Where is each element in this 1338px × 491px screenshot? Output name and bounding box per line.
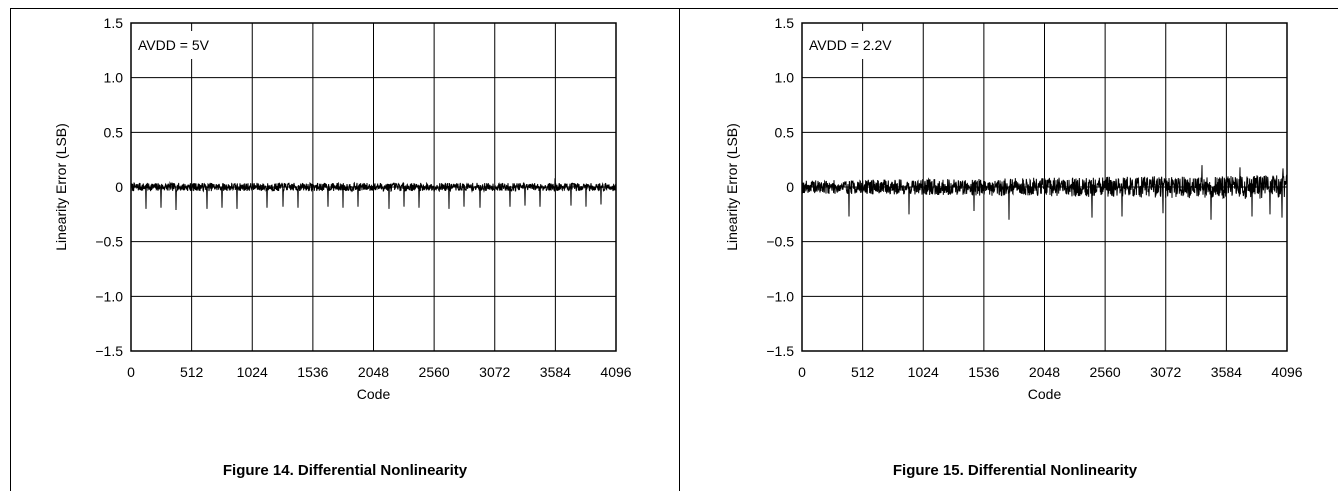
y-tick-label: 1.5	[775, 15, 795, 31]
x-tick-label: 1024	[237, 364, 268, 380]
dnl-series-line	[801, 165, 1288, 220]
figure-caption: Figure 14. Differential Nonlinearity	[223, 462, 468, 479]
annotation-background	[135, 31, 213, 59]
plot-area-border	[130, 22, 617, 352]
chart-figure-15: AVDD = 2.2V 0 512 1024 1536 2048 2560 3072 3584 4…	[724, 15, 1303, 479]
x-tick-label: 3072	[1150, 364, 1181, 380]
x-tick-label: 1536	[968, 364, 999, 380]
x-tick-label: 2560	[1090, 364, 1121, 380]
y-tick-label: −1.5	[95, 343, 123, 359]
y-tick-label: −0.5	[766, 234, 794, 250]
chart-figure-14: AVDD = 5V 0 512 1024 1536 2048 2560 3072 3584 409…	[53, 15, 632, 479]
y-tick-label: 1.0	[104, 70, 124, 86]
figure-caption: Figure 15. Differential Nonlinearity	[893, 462, 1138, 479]
x-axis-label: Code	[357, 386, 391, 402]
y-tick-label: −0.5	[95, 234, 123, 250]
y-tick-label: −1.0	[95, 288, 123, 304]
y-axis-label: Linearity Error (LSB)	[724, 123, 740, 251]
x-tick-label: 2560	[419, 364, 450, 380]
annotation-background	[806, 31, 904, 59]
dnl-series-line	[130, 178, 617, 210]
y-tick-label: 1.0	[775, 70, 795, 86]
y-tick-label: 0.5	[775, 124, 795, 140]
x-tick-label: 3584	[1211, 364, 1242, 380]
y-tick-label: −1.5	[766, 343, 794, 359]
y-tick-label: −1.0	[766, 288, 794, 304]
y-tick-label: 0	[786, 179, 794, 195]
x-tick-label: 2048	[358, 364, 389, 380]
y-tick-label: 0	[115, 179, 123, 195]
x-tick-label: 4096	[1271, 364, 1302, 380]
x-tick-label: 3584	[540, 364, 571, 380]
x-tick-label: 3072	[479, 364, 510, 380]
x-axis-label: Code	[1028, 386, 1062, 402]
plot-area-border	[801, 22, 1288, 352]
y-tick-label: 0.5	[104, 124, 124, 140]
annotation-label: AVDD = 5V	[138, 37, 210, 53]
y-axis-label: Linearity Error (LSB)	[53, 123, 69, 251]
y-tick-label: 1.5	[104, 15, 124, 31]
x-tick-label: 512	[851, 364, 875, 380]
x-tick-label: 0	[798, 364, 806, 380]
annotation-label: AVDD = 2.2V	[809, 37, 892, 53]
x-tick-label: 0	[127, 364, 135, 380]
x-tick-label: 1536	[297, 364, 328, 380]
x-tick-label: 1024	[908, 364, 939, 380]
x-tick-label: 4096	[600, 364, 631, 380]
x-tick-label: 512	[180, 364, 204, 380]
x-tick-label: 2048	[1029, 364, 1060, 380]
